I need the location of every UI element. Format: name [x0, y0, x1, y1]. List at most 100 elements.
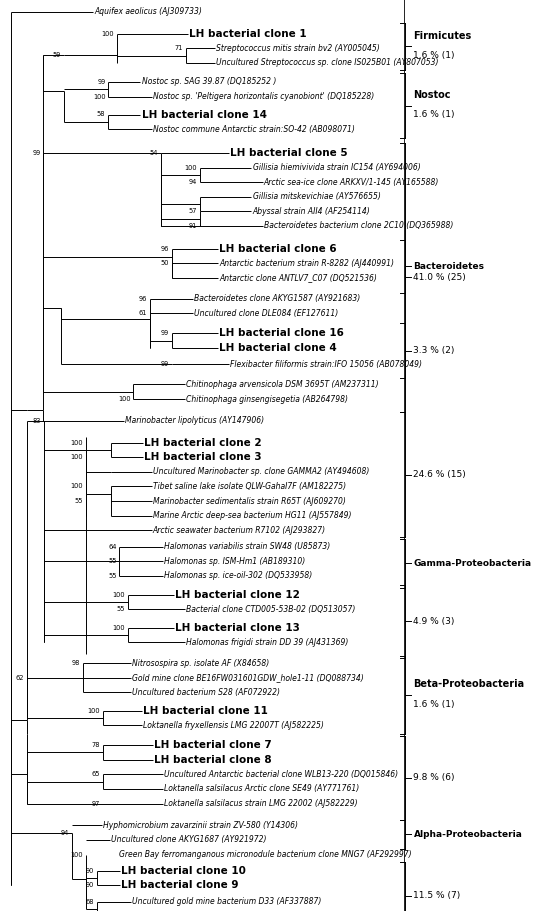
Text: LH bacterial clone 5: LH bacterial clone 5 — [230, 148, 348, 158]
Text: 24.6 % (15): 24.6 % (15) — [413, 470, 466, 479]
Text: Uncultured bacterium S28 (AF072922): Uncultured bacterium S28 (AF072922) — [132, 688, 280, 697]
Text: 100: 100 — [70, 455, 83, 460]
Text: Uncultured Streptococcus sp. clone IS025B01 (AY807053): Uncultured Streptococcus sp. clone IS025… — [216, 58, 439, 67]
Text: 100: 100 — [118, 396, 130, 402]
Text: 100: 100 — [101, 31, 114, 36]
Text: 100: 100 — [87, 708, 100, 713]
Text: Marine Arctic deep-sea bacterium HG11 (AJ557849): Marine Arctic deep-sea bacterium HG11 (A… — [153, 511, 351, 520]
Text: Loktanella salsilacus strain LMG 22002 (AJ582229): Loktanella salsilacus strain LMG 22002 (… — [164, 799, 357, 808]
Text: 91: 91 — [189, 223, 197, 229]
Text: 99: 99 — [161, 331, 169, 336]
Text: Loktanella fryxellensis LMG 22007T (AJ582225): Loktanella fryxellensis LMG 22007T (AJ58… — [143, 721, 324, 730]
Text: Halomonas variabilis strain SW48 (U85873): Halomonas variabilis strain SW48 (U85873… — [164, 542, 330, 551]
Text: 90: 90 — [86, 868, 94, 874]
Text: 68: 68 — [86, 899, 94, 905]
Text: Gillisia hiemivivida strain IC154 (AY694006): Gillisia hiemivivida strain IC154 (AY694… — [253, 163, 420, 172]
Text: 1.6 % (1): 1.6 % (1) — [413, 110, 455, 119]
Text: LH bacterial clone 13: LH bacterial clone 13 — [175, 623, 300, 632]
Text: Nostoc: Nostoc — [413, 90, 451, 99]
Text: Antarctic bacterium strain R-8282 (AJ440991): Antarctic bacterium strain R-8282 (AJ440… — [219, 259, 394, 268]
Text: 94: 94 — [189, 179, 197, 185]
Text: Aquifex aeolicus (AJ309733): Aquifex aeolicus (AJ309733) — [94, 7, 202, 16]
Text: Arctic sea-ice clone ARKXV/1-145 (AY165588): Arctic sea-ice clone ARKXV/1-145 (AY1655… — [264, 178, 439, 187]
Text: Bacteroidetes: Bacteroidetes — [413, 262, 485, 271]
Text: 100: 100 — [112, 625, 125, 630]
Text: 55: 55 — [108, 573, 117, 578]
Text: Nostoc sp. SAG 39.87 (DQ185252 ): Nostoc sp. SAG 39.87 (DQ185252 ) — [142, 77, 276, 87]
Text: Abyssal strain AII4 (AF254114): Abyssal strain AII4 (AF254114) — [253, 207, 370, 216]
Text: LH bacterial clone 8: LH bacterial clone 8 — [154, 755, 272, 764]
Text: Streptococcus mitis strain bv2 (AY005045): Streptococcus mitis strain bv2 (AY005045… — [216, 44, 380, 53]
Text: Bacteroidetes clone AKYG1587 (AY921683): Bacteroidetes clone AKYG1587 (AY921683) — [194, 294, 361, 303]
Text: 61: 61 — [139, 311, 147, 316]
Text: 59: 59 — [53, 52, 61, 57]
Text: Green Bay ferromanganous micronodule bacterium clone MNG7 (AF292997): Green Bay ferromanganous micronodule bac… — [119, 850, 412, 859]
Text: LH bacterial clone 10: LH bacterial clone 10 — [121, 866, 246, 875]
Text: 65: 65 — [92, 772, 100, 777]
Text: Tibet saline lake isolate QLW-GahaI7F (AM182275): Tibet saline lake isolate QLW-GahaI7F (A… — [153, 482, 346, 491]
Text: Loktanella salsilacus Arctic clone SE49 (AY771761): Loktanella salsilacus Arctic clone SE49 … — [164, 784, 359, 793]
Text: Antarctic clone ANTLV7_C07 (DQ521536): Antarctic clone ANTLV7_C07 (DQ521536) — [219, 273, 377, 282]
Text: 100: 100 — [70, 852, 83, 857]
Text: 90: 90 — [86, 883, 94, 888]
Text: 78: 78 — [92, 742, 100, 748]
Text: LH bacterial clone 16: LH bacterial clone 16 — [219, 329, 344, 338]
Text: Arctic seawater bacterium R7102 (AJ293827): Arctic seawater bacterium R7102 (AJ29382… — [153, 526, 326, 535]
Text: LH bacterial clone 1: LH bacterial clone 1 — [189, 29, 306, 38]
Text: Flexibacter filiformis strain:IFO 15056 (AB078049): Flexibacter filiformis strain:IFO 15056 … — [230, 360, 422, 369]
Text: Halomonas sp. ISM-Hm1 (AB189310): Halomonas sp. ISM-Hm1 (AB189310) — [164, 557, 305, 566]
Text: 99: 99 — [161, 362, 169, 367]
Text: 3.3 % (2): 3.3 % (2) — [413, 346, 455, 355]
Text: LH bacterial clone 12: LH bacterial clone 12 — [175, 590, 300, 599]
Text: LH bacterial clone 14: LH bacterial clone 14 — [142, 110, 266, 119]
Text: LH bacterial clone 3: LH bacterial clone 3 — [144, 453, 262, 462]
Text: 41.0 % (25): 41.0 % (25) — [413, 273, 466, 281]
Text: 50: 50 — [161, 261, 169, 266]
Text: 55: 55 — [108, 558, 117, 564]
Text: Uncultured Antarctic bacterial clone WLB13-220 (DQ015846): Uncultured Antarctic bacterial clone WLB… — [164, 770, 398, 779]
Text: Halomonas frigidi strain DD 39 (AJ431369): Halomonas frigidi strain DD 39 (AJ431369… — [186, 638, 349, 647]
Text: Uncultured Marinobacter sp. clone GAMMA2 (AY494608): Uncultured Marinobacter sp. clone GAMMA2… — [153, 467, 369, 476]
Text: Nostoc sp. 'Peltigera horizontalis cyanobiont' (DQ185228): Nostoc sp. 'Peltigera horizontalis cyano… — [153, 92, 374, 101]
Text: 96: 96 — [161, 246, 169, 251]
Text: 96: 96 — [139, 296, 147, 302]
Text: 1.6 % (1): 1.6 % (1) — [413, 700, 455, 709]
Text: 83: 83 — [32, 418, 41, 424]
Text: Alpha-Proteobacteria: Alpha-Proteobacteria — [413, 830, 522, 839]
Text: 55: 55 — [75, 498, 83, 504]
Text: 54: 54 — [150, 150, 158, 156]
Text: 100: 100 — [112, 592, 125, 598]
Text: 100: 100 — [184, 165, 197, 170]
Text: Marinobacter sedimentalis strain R65T (AJ609270): Marinobacter sedimentalis strain R65T (A… — [153, 496, 346, 506]
Text: 100: 100 — [70, 484, 83, 489]
Text: Halomonas sp. ice-oil-302 (DQ533958): Halomonas sp. ice-oil-302 (DQ533958) — [164, 571, 312, 580]
Text: Chitinophaga arvensicola DSM 3695T (AM237311): Chitinophaga arvensicola DSM 3695T (AM23… — [186, 380, 379, 389]
Text: 71: 71 — [175, 46, 183, 51]
Text: 4.9 % (3): 4.9 % (3) — [413, 617, 455, 626]
Text: LH bacterial clone 9: LH bacterial clone 9 — [121, 881, 239, 890]
Text: Uncultured clone DLE084 (EF127611): Uncultured clone DLE084 (EF127611) — [194, 309, 339, 318]
Text: Beta-Proteobacteria: Beta-Proteobacteria — [413, 680, 524, 689]
Text: Bacteroidetes bacterium clone 2C10 (DQ365988): Bacteroidetes bacterium clone 2C10 (DQ36… — [264, 221, 453, 230]
Text: 100: 100 — [70, 440, 83, 445]
Text: 99: 99 — [97, 79, 105, 85]
Text: Firmicutes: Firmicutes — [413, 31, 472, 40]
Text: 64: 64 — [108, 544, 117, 549]
Text: 97: 97 — [92, 801, 100, 806]
Text: Bacterial clone CTD005-53B-02 (DQ513057): Bacterial clone CTD005-53B-02 (DQ513057) — [186, 605, 355, 614]
Text: 99: 99 — [32, 150, 41, 156]
Text: 11.5 % (7): 11.5 % (7) — [413, 891, 461, 900]
Text: 62: 62 — [16, 675, 24, 681]
Text: Gold mine clone BE16FW031601GDW_hole1-11 (DQ088734): Gold mine clone BE16FW031601GDW_hole1-11… — [132, 673, 364, 682]
Text: 57: 57 — [189, 209, 197, 214]
Text: LH bacterial clone 4: LH bacterial clone 4 — [219, 343, 337, 353]
Text: LH bacterial clone 11: LH bacterial clone 11 — [143, 706, 268, 715]
Text: 58: 58 — [97, 111, 105, 117]
Text: 94: 94 — [61, 830, 69, 835]
Text: Uncultured clone AKYG1687 (AY921972): Uncultured clone AKYG1687 (AY921972) — [111, 835, 266, 844]
Text: Chitinophaga ginsengisegetia (AB264798): Chitinophaga ginsengisegetia (AB264798) — [186, 394, 348, 404]
Text: Uncultured gold mine bacterium D33 (AF337887): Uncultured gold mine bacterium D33 (AF33… — [132, 897, 321, 906]
Text: Marinobacter lipolyticus (AY147906): Marinobacter lipolyticus (AY147906) — [125, 416, 264, 425]
Text: 55: 55 — [117, 607, 125, 612]
Text: 1.6 % (1): 1.6 % (1) — [413, 51, 455, 60]
